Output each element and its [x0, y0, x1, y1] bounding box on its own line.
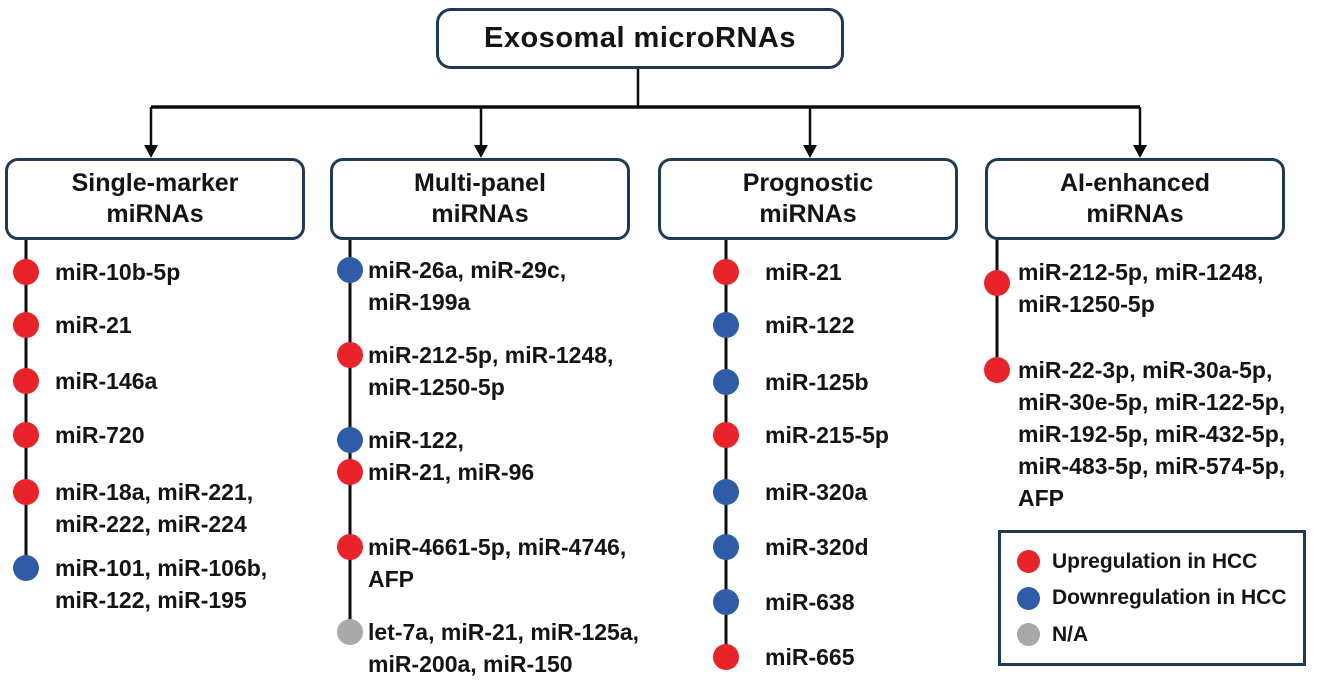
- mirna-label: miR-122: [765, 312, 855, 338]
- mirna-label: miR-22-3p, miR-30a-5p, miR-30e-5p, miR-1…: [1018, 357, 1286, 511]
- legend: Upregulation in HCC Downregulation in HC…: [998, 530, 1306, 666]
- mirna-item: miR-101, miR-106b, miR-122, miR-195: [13, 552, 267, 616]
- status-dot: [1017, 623, 1040, 646]
- mirna-label: miR-101, miR-106b, miR-122, miR-195: [55, 555, 268, 613]
- legend-item: Downregulation in HCC: [1017, 586, 1303, 610]
- status-dot: [984, 357, 1010, 383]
- mirna-label: miR-21: [55, 312, 132, 338]
- mirna-item: miR-320a: [713, 476, 867, 508]
- status-dot: [337, 257, 363, 283]
- status-dot: [337, 534, 363, 560]
- mirna-label: miR-720: [55, 422, 145, 448]
- category-box-prognostic: Prognostic miRNAs: [658, 158, 958, 240]
- mirna-label: miR-26a, miR-29c, miR-199a: [368, 257, 567, 315]
- category-box-ai-enhanced: AI-enhanced miRNAs: [985, 158, 1285, 240]
- status-dot: [13, 422, 39, 448]
- status-dot: [713, 369, 739, 395]
- mirna-label: miR-665: [765, 644, 855, 670]
- category-label: AI-enhanced miRNAs: [1059, 169, 1211, 228]
- mirna-item: miR-26a, miR-29c, miR-199a: [337, 254, 566, 318]
- mirna-label: miR-146a: [55, 368, 158, 394]
- status-dot: [13, 312, 39, 338]
- mirna-item: miR-21: [13, 309, 132, 341]
- mirna-item: miR-22-3p, miR-30a-5p, miR-30e-5p, miR-1…: [984, 354, 1285, 514]
- status-dot: [13, 259, 39, 285]
- mirna-label: miR-122,: [368, 427, 464, 453]
- status-dot: [713, 534, 739, 560]
- status-dot: [1017, 550, 1040, 573]
- mirna-item: miR-10b-5p: [13, 256, 180, 288]
- mirna-label: let-7a, miR-21, miR-125a, miR-200a, miR-…: [368, 619, 640, 677]
- mirna-label: miR-21, miR-96: [368, 459, 535, 485]
- root-node-label: Exosomal microRNAs: [484, 22, 796, 54]
- category-box-single-marker: Single-marker miRNAs: [5, 158, 305, 240]
- mirna-item: miR-212-5p, miR-1248, miR-1250-5p: [337, 339, 613, 403]
- status-dot: [713, 312, 739, 338]
- status-dot: [713, 479, 739, 505]
- mirna-label: miR-18a, miR-221, miR-222, miR-224: [55, 479, 254, 537]
- mirna-item: miR-320d: [713, 531, 869, 563]
- mirna-item: miR-665: [713, 641, 854, 673]
- mirna-label: miR-320d: [765, 534, 869, 560]
- mirna-label: miR-212-5p, miR-1248, miR-1250-5p: [368, 342, 614, 400]
- legend-item: N/A: [1017, 623, 1303, 647]
- status-dot: [984, 270, 1010, 296]
- status-dot: [713, 589, 739, 615]
- category-box-multi-panel: Multi-panel miRNAs: [330, 158, 630, 240]
- mirna-label: miR-212-5p, miR-1248, miR-1250-5p: [1018, 259, 1264, 317]
- legend-label: N/A: [1052, 622, 1089, 646]
- status-dot: [337, 427, 363, 453]
- legend-label: Upregulation in HCC: [1052, 549, 1258, 573]
- mirna-label: miR-4661-5p, miR-4746, AFP: [368, 534, 627, 592]
- status-dot: [13, 555, 39, 581]
- status-dot: [1017, 586, 1040, 610]
- mirna-item: miR-122,: [337, 424, 464, 456]
- mirna-item: let-7a, miR-21, miR-125a, miR-200a, miR-…: [337, 616, 639, 680]
- mirna-item: miR-720: [13, 419, 144, 451]
- mirna-item: miR-215-5p: [713, 419, 889, 451]
- status-dot: [337, 459, 363, 485]
- status-dot: [13, 479, 39, 505]
- mirna-label: miR-125b: [765, 369, 869, 395]
- status-dot: [337, 619, 363, 645]
- mirna-item: miR-18a, miR-221, miR-222, miR-224: [13, 476, 253, 540]
- mirna-item: miR-638: [713, 586, 854, 618]
- mirna-item: miR-4661-5p, miR-4746, AFP: [337, 531, 626, 595]
- mirna-item: miR-21: [713, 256, 842, 288]
- mirna-item: miR-212-5p, miR-1248, miR-1250-5p: [984, 256, 1263, 320]
- root-node: Exosomal microRNAs: [436, 8, 844, 69]
- status-dot: [713, 644, 739, 670]
- legend-item: Upregulation in HCC: [1017, 550, 1303, 574]
- mirna-label: miR-21: [765, 259, 842, 285]
- status-dot: [713, 259, 739, 285]
- category-label: Multi-panel miRNAs: [414, 169, 546, 228]
- status-dot: [13, 368, 39, 394]
- category-label: Single-marker miRNAs: [71, 169, 239, 228]
- mirna-item: miR-125b: [713, 366, 869, 398]
- status-dot: [337, 342, 363, 368]
- mirna-label: miR-215-5p: [765, 422, 889, 448]
- mirna-item: miR-122: [713, 309, 854, 341]
- mirna-label: miR-10b-5p: [55, 259, 181, 285]
- mirna-item: miR-21, miR-96: [337, 456, 534, 488]
- mirna-label: miR-320a: [765, 479, 868, 505]
- mirna-label: miR-638: [765, 589, 855, 615]
- status-dot: [713, 422, 739, 448]
- legend-label: Downregulation in HCC: [1052, 586, 1287, 609]
- mirna-item: miR-146a: [13, 365, 157, 397]
- category-label: Prognostic miRNAs: [742, 169, 874, 228]
